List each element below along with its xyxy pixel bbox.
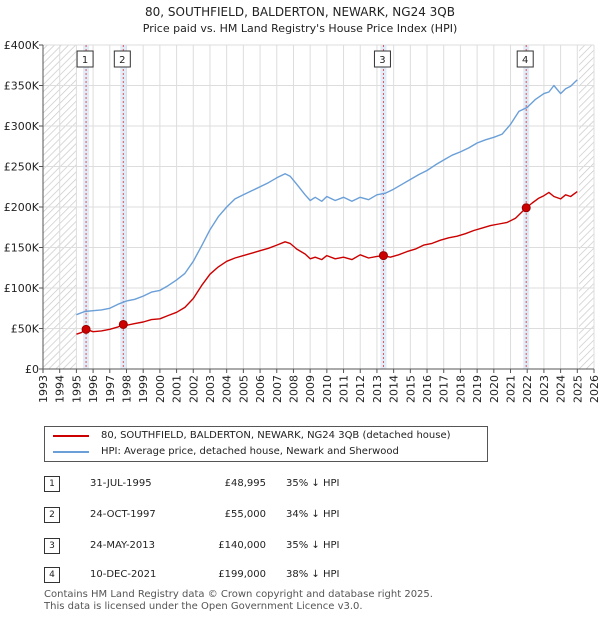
x-tick-label: 2020 xyxy=(488,375,501,403)
x-tick-label: 2003 xyxy=(204,375,217,403)
transaction-point xyxy=(378,251,388,261)
marker-label: 3 xyxy=(379,55,385,66)
marker-label: 2 xyxy=(119,55,125,66)
y-tick-label: £350K xyxy=(4,80,40,93)
x-tick-label: 2017 xyxy=(438,375,451,403)
series-line-hpi xyxy=(76,79,578,316)
legend-swatch-hpi xyxy=(53,451,89,453)
x-tick-label: 2007 xyxy=(271,375,284,403)
transaction-point xyxy=(118,319,128,329)
x-tick-label: 1993 xyxy=(37,375,50,403)
series-line-property xyxy=(76,191,578,335)
y-tick-label: £300K xyxy=(4,120,40,133)
transaction-number: 4 xyxy=(44,567,60,583)
x-tick-label: 2010 xyxy=(321,375,334,403)
legend-label-hpi: HPI: Average price, detached house, Newa… xyxy=(101,446,399,457)
x-tick-label: 2016 xyxy=(421,375,434,403)
x-tick-label: 1999 xyxy=(137,375,150,403)
x-tick-label: 2009 xyxy=(304,375,317,403)
x-tick-label: 2005 xyxy=(237,375,250,403)
transaction-date: 24-OCT-1997 xyxy=(90,509,156,520)
transaction-hpi: 38% ↓ HPI xyxy=(286,569,340,580)
transaction-price: £199,000 xyxy=(218,569,266,580)
x-tick-label: 2021 xyxy=(505,375,518,403)
x-tick-label: 2002 xyxy=(187,375,200,403)
y-tick-label: £50K xyxy=(11,323,40,336)
x-tick-label: 2022 xyxy=(521,375,534,403)
legend: 80, SOUTHFIELD, BALDERTON, NEWARK, NG24 … xyxy=(44,426,488,462)
y-tick-label: £400K xyxy=(4,39,40,52)
x-tick-label: 2012 xyxy=(354,375,367,403)
transaction-point xyxy=(521,203,531,213)
transaction-number: 1 xyxy=(44,476,60,492)
series-lines xyxy=(76,79,578,335)
x-tick-label: 2014 xyxy=(388,375,401,403)
y-tick-label: £250K xyxy=(4,161,40,174)
x-tick-label: 2000 xyxy=(154,375,167,403)
transaction-number: 2 xyxy=(44,507,60,523)
footer: Contains HM Land Registry data © Crown c… xyxy=(44,589,433,613)
x-tick-label: 2006 xyxy=(254,375,267,403)
transaction-date: 24-MAY-2013 xyxy=(90,540,156,551)
transaction-hpi: 35% ↓ HPI xyxy=(286,478,340,489)
x-tick-label: 2015 xyxy=(404,375,417,403)
x-tick-label: 2026 xyxy=(588,375,600,403)
transaction-price: £140,000 xyxy=(218,540,266,551)
transaction-number: 3 xyxy=(44,538,60,554)
transaction-price: £48,995 xyxy=(224,478,266,489)
transaction-date: 10-DEC-2021 xyxy=(90,569,157,580)
x-tick-label: 1997 xyxy=(104,375,117,403)
x-tick-label: 1994 xyxy=(54,375,67,403)
footer-licence: This data is licensed under the Open Gov… xyxy=(44,601,363,612)
x-tick-label: 2011 xyxy=(338,375,351,403)
y-tick-label: £0 xyxy=(25,363,39,376)
x-tick-label: 2004 xyxy=(221,375,234,403)
x-tick-label: 1996 xyxy=(87,375,100,403)
x-tick-label: 2008 xyxy=(287,375,300,403)
transaction-price: £55,000 xyxy=(224,509,266,520)
y-tick-label: £200K xyxy=(4,201,40,214)
chart-title: 80, SOUTHFIELD, BALDERTON, NEWARK, NG24 … xyxy=(145,5,455,19)
x-tick-label: 2001 xyxy=(171,375,184,403)
marker-label-box xyxy=(113,50,131,68)
grid xyxy=(42,44,595,370)
x-tick-label: 1998 xyxy=(120,375,133,403)
x-tick-label: 2018 xyxy=(454,375,467,403)
legend-swatch-property xyxy=(53,435,89,437)
axes: £0 £50K £100K £150K £200K £250K £300K £350K £400… xyxy=(4,39,600,403)
transaction-markers: 1 2 3 4 xyxy=(76,50,534,334)
y-tick-label: £100K xyxy=(4,282,40,295)
price-chart: 80, SOUTHFIELD, BALDERTON, NEWARK, NG24 … xyxy=(4,5,600,403)
y-tick-label: £150K xyxy=(4,242,40,255)
x-tick-label: 2019 xyxy=(471,375,484,403)
x-tick-label: 2024 xyxy=(555,375,568,403)
x-tick-label: 2025 xyxy=(571,375,584,403)
x-tick-label: 1995 xyxy=(70,375,83,403)
transaction-hpi: 34% ↓ HPI xyxy=(286,509,340,520)
legend-label-property: 80, SOUTHFIELD, BALDERTON, NEWARK, NG24 … xyxy=(101,430,451,441)
marker-label-box xyxy=(516,50,534,68)
x-tick-label: 2013 xyxy=(371,375,384,403)
chart-subtitle: Price paid vs. HM Land Registry's House … xyxy=(143,22,458,35)
marker-label-box xyxy=(373,50,391,68)
transaction-point xyxy=(81,324,91,334)
footer-copyright: Contains HM Land Registry data © Crown c… xyxy=(44,589,433,600)
marker-label: 1 xyxy=(82,55,88,66)
marker-label: 4 xyxy=(522,55,528,66)
x-tick-label: 2023 xyxy=(538,375,551,403)
transaction-date: 31-JUL-1995 xyxy=(90,478,152,489)
transaction-hpi: 35% ↓ HPI xyxy=(286,540,340,551)
marker-label-box xyxy=(76,50,94,68)
